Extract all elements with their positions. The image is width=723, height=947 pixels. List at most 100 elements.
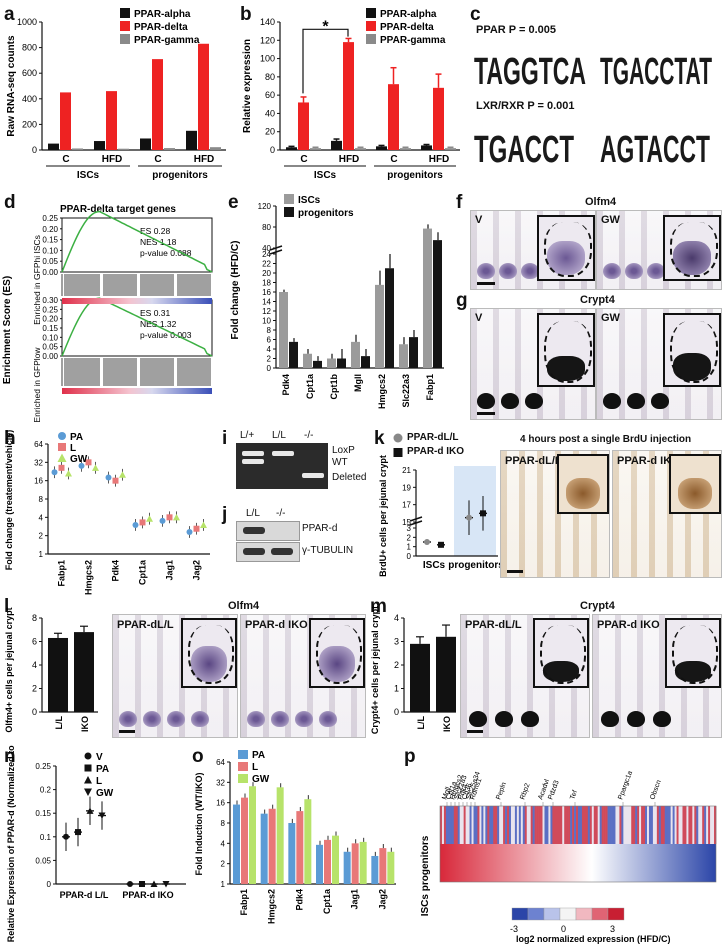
legend-label: PPAR-delta bbox=[134, 22, 188, 33]
x-tick-label: Hmgcs2 bbox=[267, 889, 277, 924]
y-tick-label: 8 bbox=[39, 495, 44, 504]
legend-marker bbox=[84, 752, 92, 760]
point-PA bbox=[186, 528, 193, 535]
x-tick-label: L/L bbox=[54, 716, 64, 730]
gene-label: Ppargc1a bbox=[617, 770, 634, 801]
bar-PPAR-alpha bbox=[286, 147, 297, 150]
legend-label: PA bbox=[70, 432, 83, 443]
y-tick-label: 0.05 bbox=[42, 343, 58, 352]
heatmap-cell-progenitors bbox=[643, 806, 646, 844]
heatmap-cell-progenitors bbox=[631, 806, 634, 844]
panel-label-c: c bbox=[470, 4, 481, 25]
scale-bar bbox=[119, 730, 135, 733]
x-tick-label: Cpt1b bbox=[329, 374, 339, 400]
group-label: ISCs bbox=[77, 170, 100, 181]
gel-band-wt: WT bbox=[332, 457, 348, 468]
heatmap-cell-progenitors bbox=[647, 806, 650, 844]
group-label: ISCs bbox=[314, 170, 337, 181]
bar-PPAR-gamma bbox=[445, 148, 456, 150]
gsea-top-p: p-value 0.088 bbox=[140, 248, 192, 258]
m-crypt4-title: Crypt4 bbox=[580, 600, 615, 612]
bar-PPAR-delta bbox=[388, 84, 399, 150]
heatmap-cell-progenitors bbox=[607, 806, 610, 844]
crypt4-vehicle-inset bbox=[537, 313, 595, 387]
heatmap-cell-progenitors bbox=[648, 806, 652, 844]
brdu-ll-label: PPAR-dL/L bbox=[505, 455, 562, 467]
y-tick-label: 40 bbox=[265, 108, 275, 118]
heatmap-cell-progenitors bbox=[558, 806, 561, 844]
bar-PPAR-alpha bbox=[331, 140, 342, 150]
y-tick-label: 20 bbox=[262, 269, 271, 278]
heatmap-cell-progenitors bbox=[522, 806, 526, 844]
heatmap-cell-progenitors bbox=[566, 806, 569, 844]
y-tick-label: 32 bbox=[216, 778, 225, 787]
genotyping-gel-panel: L/+ L/L -/- LoxP WT Deleted bbox=[236, 430, 372, 502]
legend-swatch bbox=[366, 21, 376, 31]
y-tick-label: 20 bbox=[265, 127, 275, 137]
y-tick-label: 0.1 bbox=[40, 833, 52, 842]
heatmap-cell-progenitors bbox=[505, 806, 508, 844]
y-tick-label: 64 bbox=[216, 758, 225, 767]
point-GW bbox=[65, 469, 72, 477]
heatmap-frame bbox=[439, 805, 717, 883]
heatmap-cell-progenitors bbox=[629, 806, 632, 844]
color-scale-cell bbox=[575, 907, 593, 921]
legend-swatch bbox=[366, 8, 376, 18]
motif-logo-3: TGACCT bbox=[474, 129, 574, 171]
point-GW bbox=[119, 471, 126, 478]
heatmap-cell-progenitors bbox=[538, 806, 541, 844]
x-tick-label: Fabp1 bbox=[57, 560, 67, 587]
heatmap-cell-progenitors bbox=[587, 806, 591, 844]
wb-lane-1: L/L bbox=[246, 508, 260, 519]
scale-bar bbox=[477, 282, 495, 285]
wb-tubulin-blot bbox=[236, 542, 300, 562]
y-tick-label: 10 bbox=[262, 317, 271, 326]
heatmap-caption: log2 normalized expression (HFD/C) bbox=[516, 934, 671, 944]
heatmap-cell-progenitors bbox=[593, 806, 597, 844]
heatmap-cell-progenitors bbox=[621, 806, 624, 844]
wb-label-tubulin: γ-TUBULIN bbox=[302, 545, 354, 556]
bar-PPAR-alpha bbox=[140, 138, 151, 150]
heatmap-cell-progenitors bbox=[536, 806, 539, 844]
heatmap-cell-progenitors bbox=[562, 806, 565, 844]
heatmap-cell-progenitors bbox=[603, 806, 606, 844]
olfm4-title: Olfm4 bbox=[585, 196, 617, 208]
heatmap-cell-progenitors bbox=[637, 806, 640, 844]
legend-label: PPAR-alpha bbox=[380, 9, 437, 20]
heatmap-cell-progenitors bbox=[706, 806, 709, 844]
y-tick-label: 22 bbox=[262, 260, 271, 269]
y-tick-label: 100 bbox=[260, 54, 275, 64]
heatmap-cell-progenitors bbox=[684, 806, 687, 844]
heatmap-cell-progenitors bbox=[503, 806, 506, 844]
heatmap-cell-progenitors bbox=[660, 806, 664, 844]
heatmap-cell-progenitors bbox=[613, 806, 616, 844]
brdu-ll-image: PPAR-dL/L bbox=[500, 450, 610, 578]
y-tick-label: 40 bbox=[262, 244, 271, 253]
y-tick-label: 1 bbox=[407, 543, 412, 552]
x-tick-label: HFD bbox=[339, 154, 360, 165]
y-tick-label: 2 bbox=[407, 533, 412, 542]
heatmap-cell-progenitors bbox=[595, 806, 599, 844]
legend-marker bbox=[84, 764, 92, 772]
point-PA bbox=[132, 521, 139, 528]
legend-label: ISCs bbox=[298, 195, 321, 206]
heatmap-cell-progenitors bbox=[514, 806, 518, 844]
bar-PPAR-alpha bbox=[421, 145, 432, 150]
y-tick-label: 120 bbox=[260, 35, 275, 45]
heatmap-cell-progenitors bbox=[710, 806, 713, 844]
heatmap-cell-progenitors bbox=[570, 806, 573, 844]
panel-label-e: e bbox=[228, 192, 239, 213]
point-GW bbox=[146, 515, 153, 522]
gsea-bottom-nes: NES 1.32 bbox=[140, 319, 177, 329]
x-tick-label: PPAR-d IKO bbox=[122, 890, 173, 900]
heatmap-cell-progenitors bbox=[704, 806, 707, 844]
y-tick-label: 19 bbox=[402, 483, 411, 492]
crypt4-panel: Crypt4 V GW bbox=[470, 294, 722, 424]
y-axis-label: BrdU+ cells per jejunal crypt bbox=[378, 455, 388, 577]
m-iko-inset bbox=[665, 618, 721, 688]
legend-marker bbox=[84, 788, 92, 796]
heatmap-cell-progenitors bbox=[540, 806, 543, 844]
x-tick-label: Jag1 bbox=[165, 560, 175, 581]
bar-L bbox=[241, 797, 248, 884]
